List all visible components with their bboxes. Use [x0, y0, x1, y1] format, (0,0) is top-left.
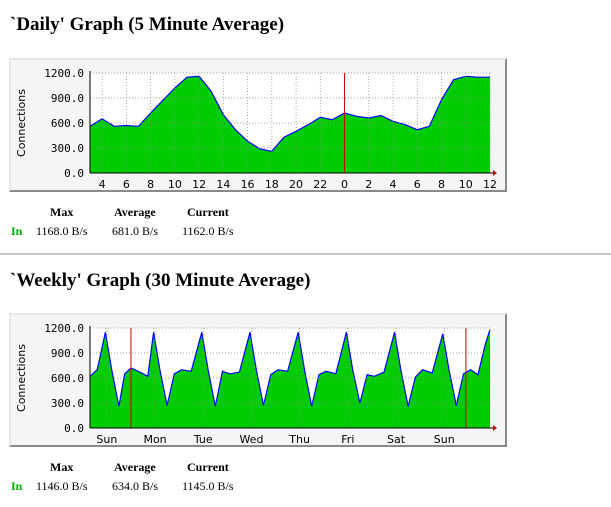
x-tick-label: 6 — [414, 178, 421, 190]
x-tick-label: 4 — [390, 178, 397, 190]
y-tick-label: 900.0 — [51, 92, 84, 105]
x-tick-label: Mon — [143, 433, 166, 445]
x-tick-label: Sun — [96, 433, 117, 445]
x-tick-label: Sun — [434, 433, 455, 445]
x-tick-label: Sat — [387, 433, 406, 445]
x-tick-label: 6 — [123, 178, 130, 190]
y-tick-label: 900.0 — [51, 347, 84, 360]
current-header: Current — [187, 205, 229, 219]
weekly-graph: 0.0 300.0 600.0 900.0 1200.0 Sun Mon Tue Wed Thu F… — [9, 313, 507, 447]
x-tick-label: 0 — [341, 178, 348, 190]
x-tick-label: Wed — [239, 433, 263, 445]
max-header: Max — [50, 205, 74, 219]
x-tick-label: 16 — [241, 178, 255, 190]
y-axis-label: Connections — [15, 344, 28, 412]
in-label: In — [11, 224, 23, 238]
y-tick-label: 1200.0 — [44, 322, 84, 335]
x-tick-label: Thu — [288, 433, 310, 445]
x-tick-label: 8 — [438, 178, 445, 190]
x-tick-label: 20 — [289, 178, 303, 190]
weekly-graph-title: `Weekly' Graph (30 Minute Average) — [10, 270, 311, 291]
x-tick-label: 8 — [147, 178, 154, 190]
max-header: Max — [50, 460, 74, 474]
current-value: 1162.0 B/s — [182, 224, 234, 238]
y-tick-label: 0.0 — [64, 167, 84, 180]
x-tick-label: Fri — [341, 433, 354, 445]
average-header: Average — [114, 460, 156, 474]
series-line — [89, 75, 490, 152]
y-tick-label: 300.0 — [51, 397, 84, 410]
x-tick-label: 10 — [168, 178, 182, 190]
y-tick-label: 300.0 — [51, 142, 84, 155]
current-value: 1145.0 B/s — [182, 479, 234, 493]
y-tick-label: 0.0 — [64, 422, 84, 435]
x-tick-label: Tue — [193, 433, 213, 445]
series-area — [90, 329, 490, 428]
x-tick-label: 12 — [192, 178, 206, 190]
section-divider — [0, 253, 611, 255]
daily-graph: 0.0 300.0 600.0 900.0 1200.0 4 6 8 10 12 14 16 18 20 2… — [9, 58, 507, 192]
weekly-graph-plot: 0.0 300.0 600.0 900.0 1200.0 Sun Mon Tue Wed Thu F… — [15, 322, 497, 445]
in-label: In — [11, 479, 23, 493]
x-axis-arrow — [493, 425, 497, 431]
x-tick-label: 10 — [459, 178, 473, 190]
max-value: 1168.0 B/s — [36, 224, 88, 238]
series-area — [90, 76, 490, 173]
x-axis-arrow — [493, 170, 497, 176]
x-tick-label: 22 — [313, 178, 327, 190]
x-tick-label: 18 — [265, 178, 279, 190]
y-axis-label: Connections — [15, 89, 28, 157]
max-value: 1146.0 B/s — [36, 479, 88, 493]
x-tick-label: 12 — [483, 178, 497, 190]
x-tick-label: 4 — [99, 178, 106, 190]
series-line — [89, 329, 491, 407]
y-tick-label: 600.0 — [51, 117, 84, 130]
x-tick-label: 2 — [365, 178, 372, 190]
x-tick-label: 14 — [216, 178, 230, 190]
current-header: Current — [187, 460, 229, 474]
average-value: 634.0 B/s — [112, 479, 159, 493]
average-header: Average — [114, 205, 156, 219]
y-tick-label: 1200.0 — [44, 67, 84, 80]
y-tick-label: 600.0 — [51, 372, 84, 385]
average-value: 681.0 B/s — [112, 224, 159, 238]
daily-graph-title: `Daily' Graph (5 Minute Average) — [10, 14, 285, 35]
